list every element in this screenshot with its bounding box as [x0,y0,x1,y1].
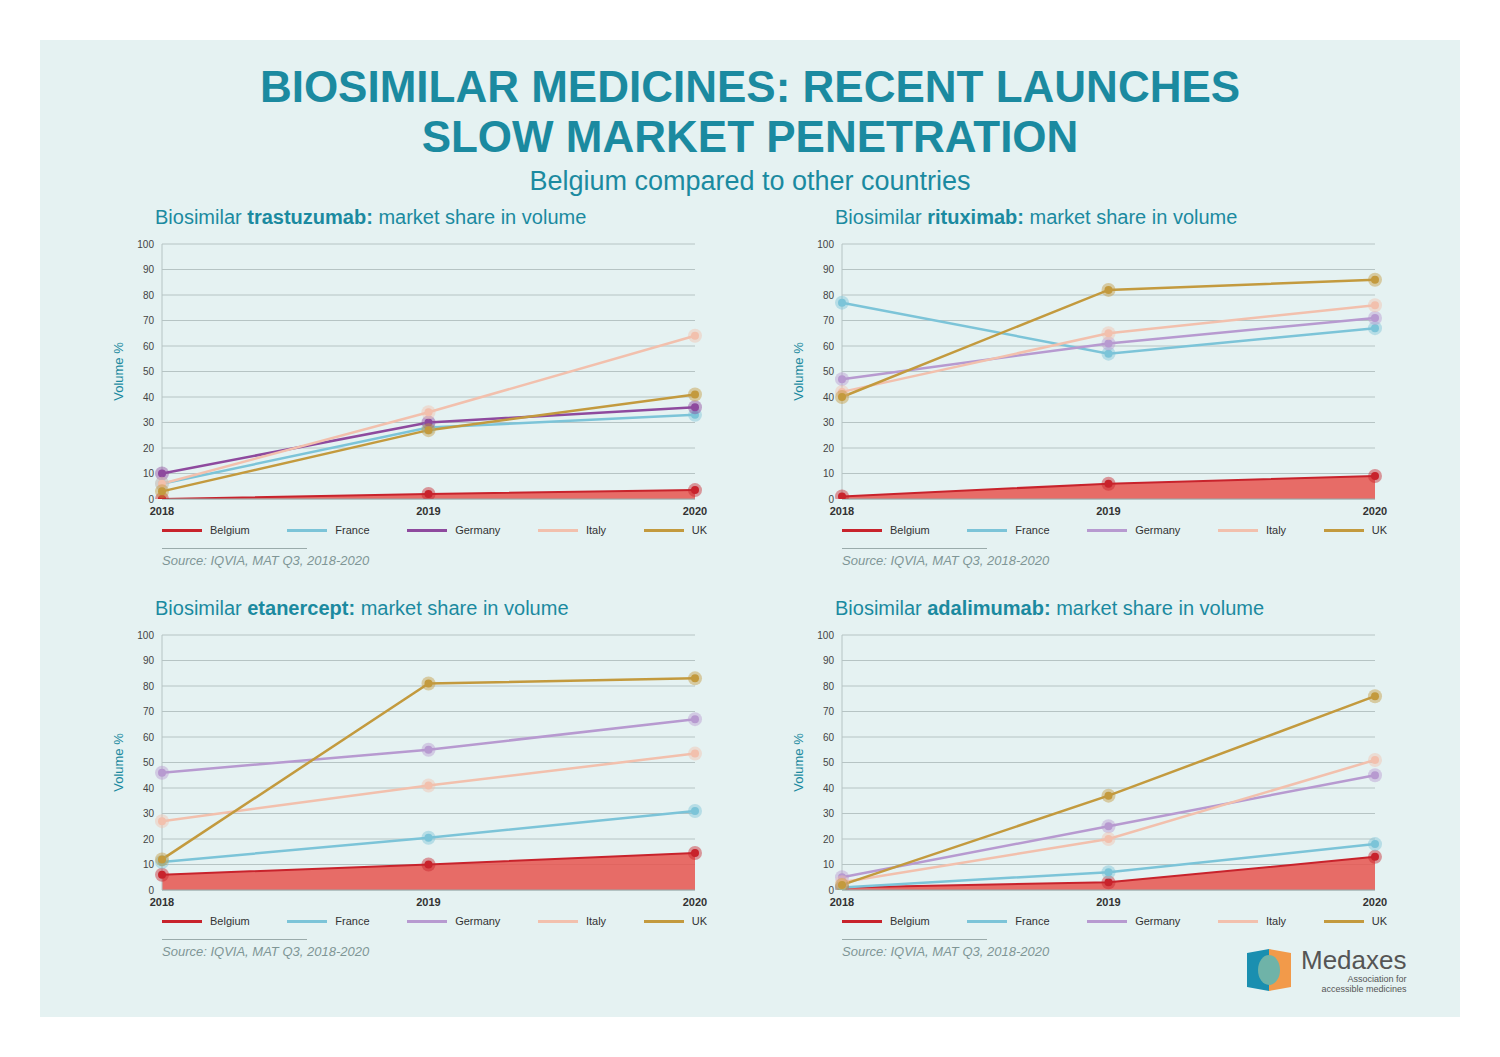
svg-text:10: 10 [823,859,835,870]
svg-text:20: 20 [143,443,155,454]
svg-text:80: 80 [823,681,835,692]
html-text:Source: IQVIA, MAT Q3, 2018-20: Source: IQVIA, MAT Q3, 2018-2020 [162,944,370,959]
svg-text:70: 70 [823,315,835,326]
svg-text:50: 50 [823,366,835,377]
html-text:Germany: Germany [455,915,501,927]
html-text:Germany: Germany [1135,524,1181,536]
svg-text:2020: 2020 [683,505,707,517]
html-text:Medaxes: Medaxes [1301,945,1407,975]
html-text:Belgium: Belgium [210,915,250,927]
html-text:Italy: Italy [1265,524,1287,536]
svg-text:10: 10 [143,859,155,870]
html-text:Association for: Association for [1347,974,1407,984]
html-text:Biosimilar etanercept: market: Biosimilar etanercept: market share in v… [155,597,569,619]
svg-text:100: 100 [137,239,154,250]
svg-text:2020: 2020 [683,896,707,908]
svg-text:30: 30 [823,417,835,428]
svg-text:2020: 2020 [1363,896,1387,908]
svg-text:Volume %: Volume % [791,342,806,401]
html-text:UK: UK [1371,524,1387,536]
html-text:UK: UK [1371,915,1387,927]
html-text:UK: UK [691,524,707,536]
svg-text:90: 90 [143,264,155,275]
html-text:Germany: Germany [455,524,501,536]
svg-text:20: 20 [823,834,835,845]
svg-text:20: 20 [823,443,835,454]
html-text:Source: IQVIA, MAT Q3, 2018-20: Source: IQVIA, MAT Q3, 2018-2020 [162,553,370,568]
html-text:Italy: Italy [1265,915,1287,927]
html-text:Biosimilar adalimumab: market: Biosimilar adalimumab: market share in v… [835,597,1265,619]
svg-text:2020: 2020 [1363,505,1387,517]
svg-text:2019: 2019 [416,505,440,517]
html-text:Biosimilar trastuzumab: market: Biosimilar trastuzumab: market share in … [155,206,587,228]
svg-text:40: 40 [823,783,835,794]
html-text:Biosimilar rituximab: market s: Biosimilar rituximab: market share in vo… [835,206,1238,228]
svg-text:0: 0 [148,494,154,505]
svg-text:2019: 2019 [416,896,440,908]
svg-text:0: 0 [828,494,834,505]
svg-text:20: 20 [143,834,155,845]
svg-text:60: 60 [143,732,155,743]
svg-text:100: 100 [817,630,834,641]
svg-text:70: 70 [143,706,155,717]
svg-text:50: 50 [143,757,155,768]
html-text:UK: UK [691,915,707,927]
svg-text:10: 10 [823,468,835,479]
svg-text:90: 90 [143,655,155,666]
svg-text:2019: 2019 [1096,505,1120,517]
svg-text:100: 100 [817,239,834,250]
html-text:Italy: Italy [585,524,607,536]
svg-text:60: 60 [143,341,155,352]
html-text:Belgium compared to other coun: Belgium compared to other countries [529,166,971,196]
html-text:France: France [335,915,370,927]
svg-text:30: 30 [143,808,155,819]
html-text:BIOSIMILAR MEDICINES: RECENT L: BIOSIMILAR MEDICINES: RECENT LAUNCHES [259,62,1241,111]
svg-text:100: 100 [137,630,154,641]
svg-text:40: 40 [823,392,835,403]
svg-text:0: 0 [828,885,834,896]
html-text:SLOW MARKET PENETRATION: SLOW MARKET PENETRATION [421,112,1079,161]
svg-text:60: 60 [823,732,835,743]
html-text:accessible medicines: accessible medicines [1321,984,1407,994]
svg-text:80: 80 [143,681,155,692]
svg-text:60: 60 [823,341,835,352]
svg-text:40: 40 [143,783,155,794]
svg-text:80: 80 [823,290,835,301]
html-text:France: France [1015,915,1050,927]
svg-text:2018: 2018 [150,896,174,908]
svg-text:2018: 2018 [830,896,854,908]
svg-text:Volume %: Volume % [791,733,806,792]
html-text:Belgium: Belgium [210,524,250,536]
svg-text:2018: 2018 [830,505,854,517]
svg-text:50: 50 [823,757,835,768]
html-text:France: France [335,524,370,536]
svg-text:10: 10 [143,468,155,479]
svg-text:Volume %: Volume % [111,733,126,792]
html-text:Belgium: Belgium [890,915,930,927]
svg-text:0: 0 [148,885,154,896]
svg-text:2019: 2019 [1096,896,1120,908]
svg-text:70: 70 [143,315,155,326]
html-text:Germany: Germany [1135,915,1181,927]
svg-text:70: 70 [823,706,835,717]
svg-text:2018: 2018 [150,505,174,517]
svg-text:90: 90 [823,655,835,666]
html-text:Belgium: Belgium [890,524,930,536]
svg-text:50: 50 [143,366,155,377]
svg-text:Volume %: Volume % [111,342,126,401]
html-text:Source: IQVIA, MAT Q3, 2018-20: Source: IQVIA, MAT Q3, 2018-2020 [842,553,1050,568]
html-text:Italy: Italy [585,915,607,927]
html-text:France: France [1015,524,1050,536]
svg-text:80: 80 [143,290,155,301]
svg-text:40: 40 [143,392,155,403]
html-text:Source: IQVIA, MAT Q3, 2018-20: Source: IQVIA, MAT Q3, 2018-2020 [842,944,1050,959]
svg-text:30: 30 [823,808,835,819]
svg-text:90: 90 [823,264,835,275]
svg-text:30: 30 [143,417,155,428]
